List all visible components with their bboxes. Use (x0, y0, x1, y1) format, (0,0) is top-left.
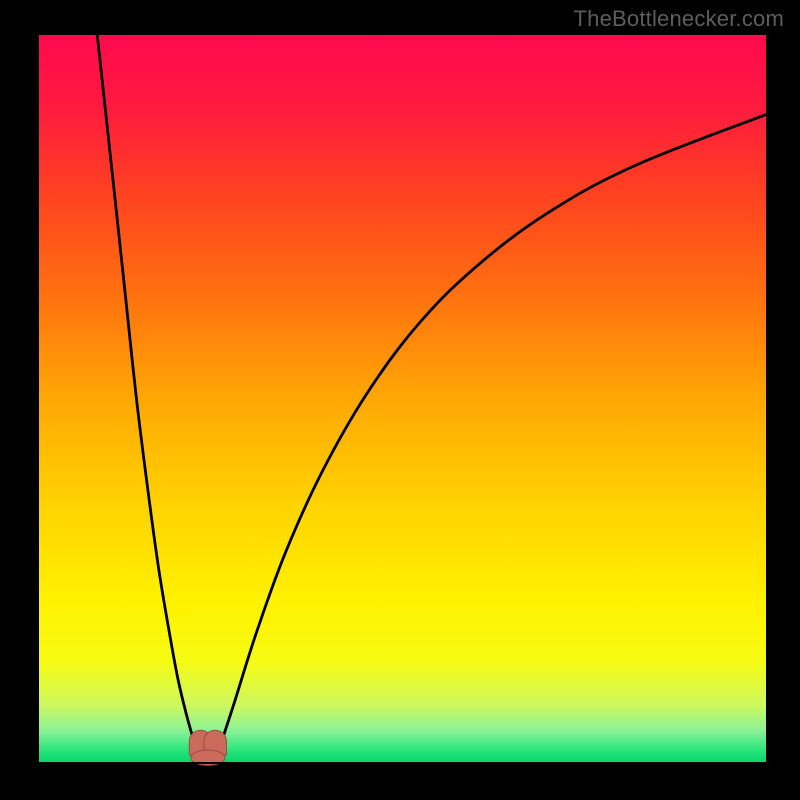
bottleneck-chart (0, 0, 800, 800)
plot-background (38, 34, 767, 763)
watermark-text: TheBottlenecker.com (574, 6, 784, 32)
optimal-point-marker (189, 730, 226, 765)
chart-stage: TheBottlenecker.com (0, 0, 800, 800)
